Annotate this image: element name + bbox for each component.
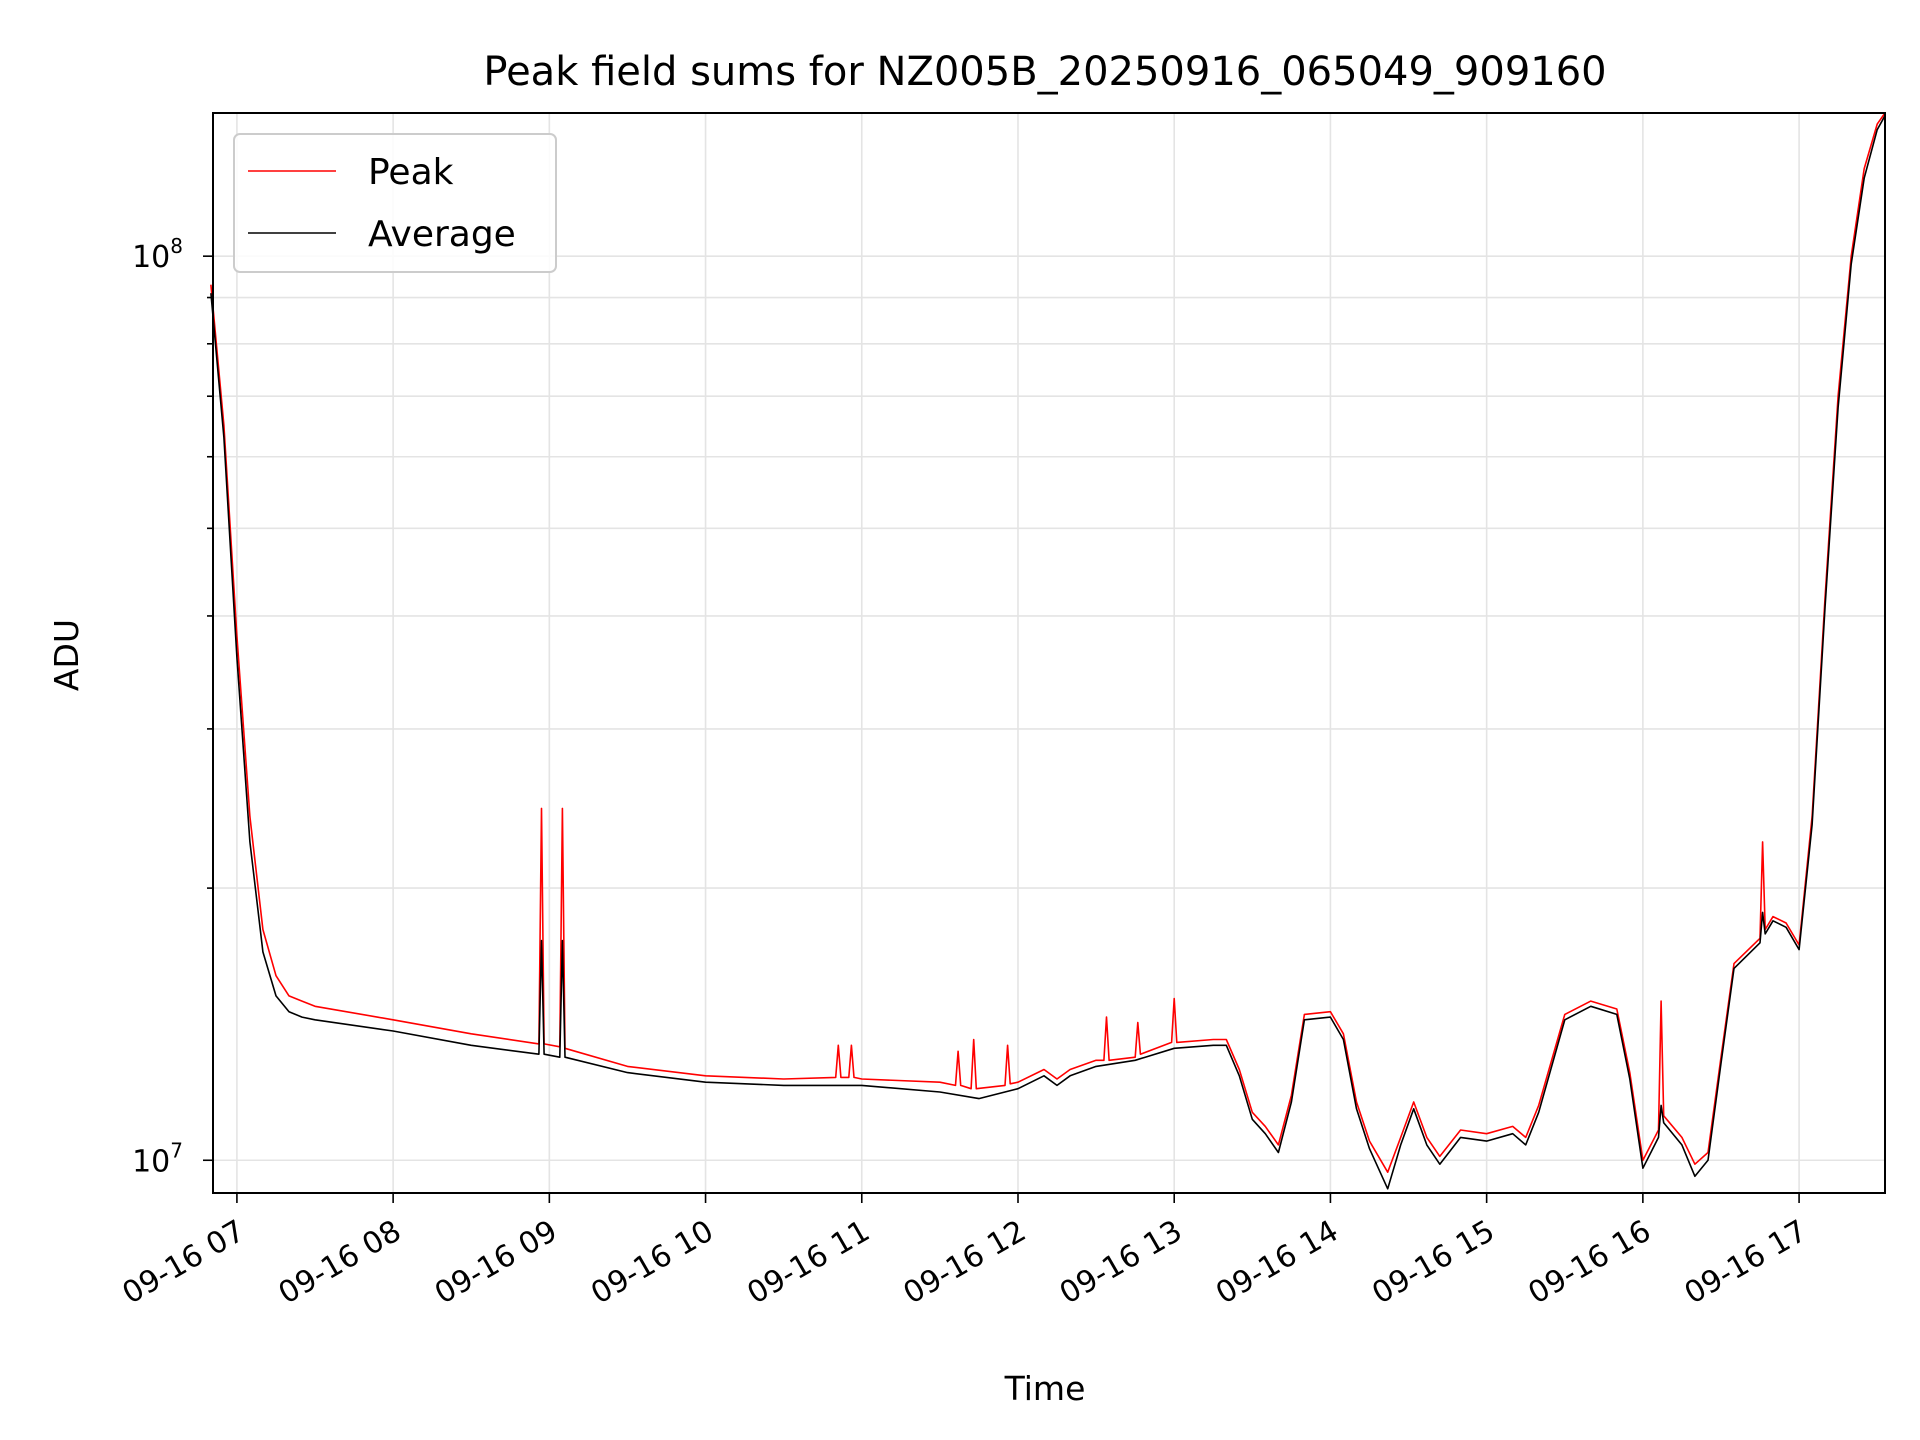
y-tick-label: 107 [132,1138,183,1179]
y-tick-exponent: 7 [170,1138,183,1162]
series-line-peak [210,112,1886,1173]
y-tick-base: 10 [132,1144,170,1179]
chart-title: Peak field sums for NZ005B_20250916_0650… [483,49,1606,95]
y-tick-base: 10 [132,240,170,275]
legend-box [233,133,557,273]
legend: Peak Average [233,133,557,273]
plot-frame [212,112,1886,1194]
y-tick-label: 108 [132,234,183,275]
series-layer [210,112,1886,1190]
y-tick-exponent: 8 [170,234,183,258]
x-axis-label: Time [1004,1369,1086,1408]
legend-label-average: Average [368,214,516,255]
series-line-average [210,115,1886,1190]
legend-label-peak: Peak [368,152,454,193]
y-axis-label: ADU [47,619,86,691]
